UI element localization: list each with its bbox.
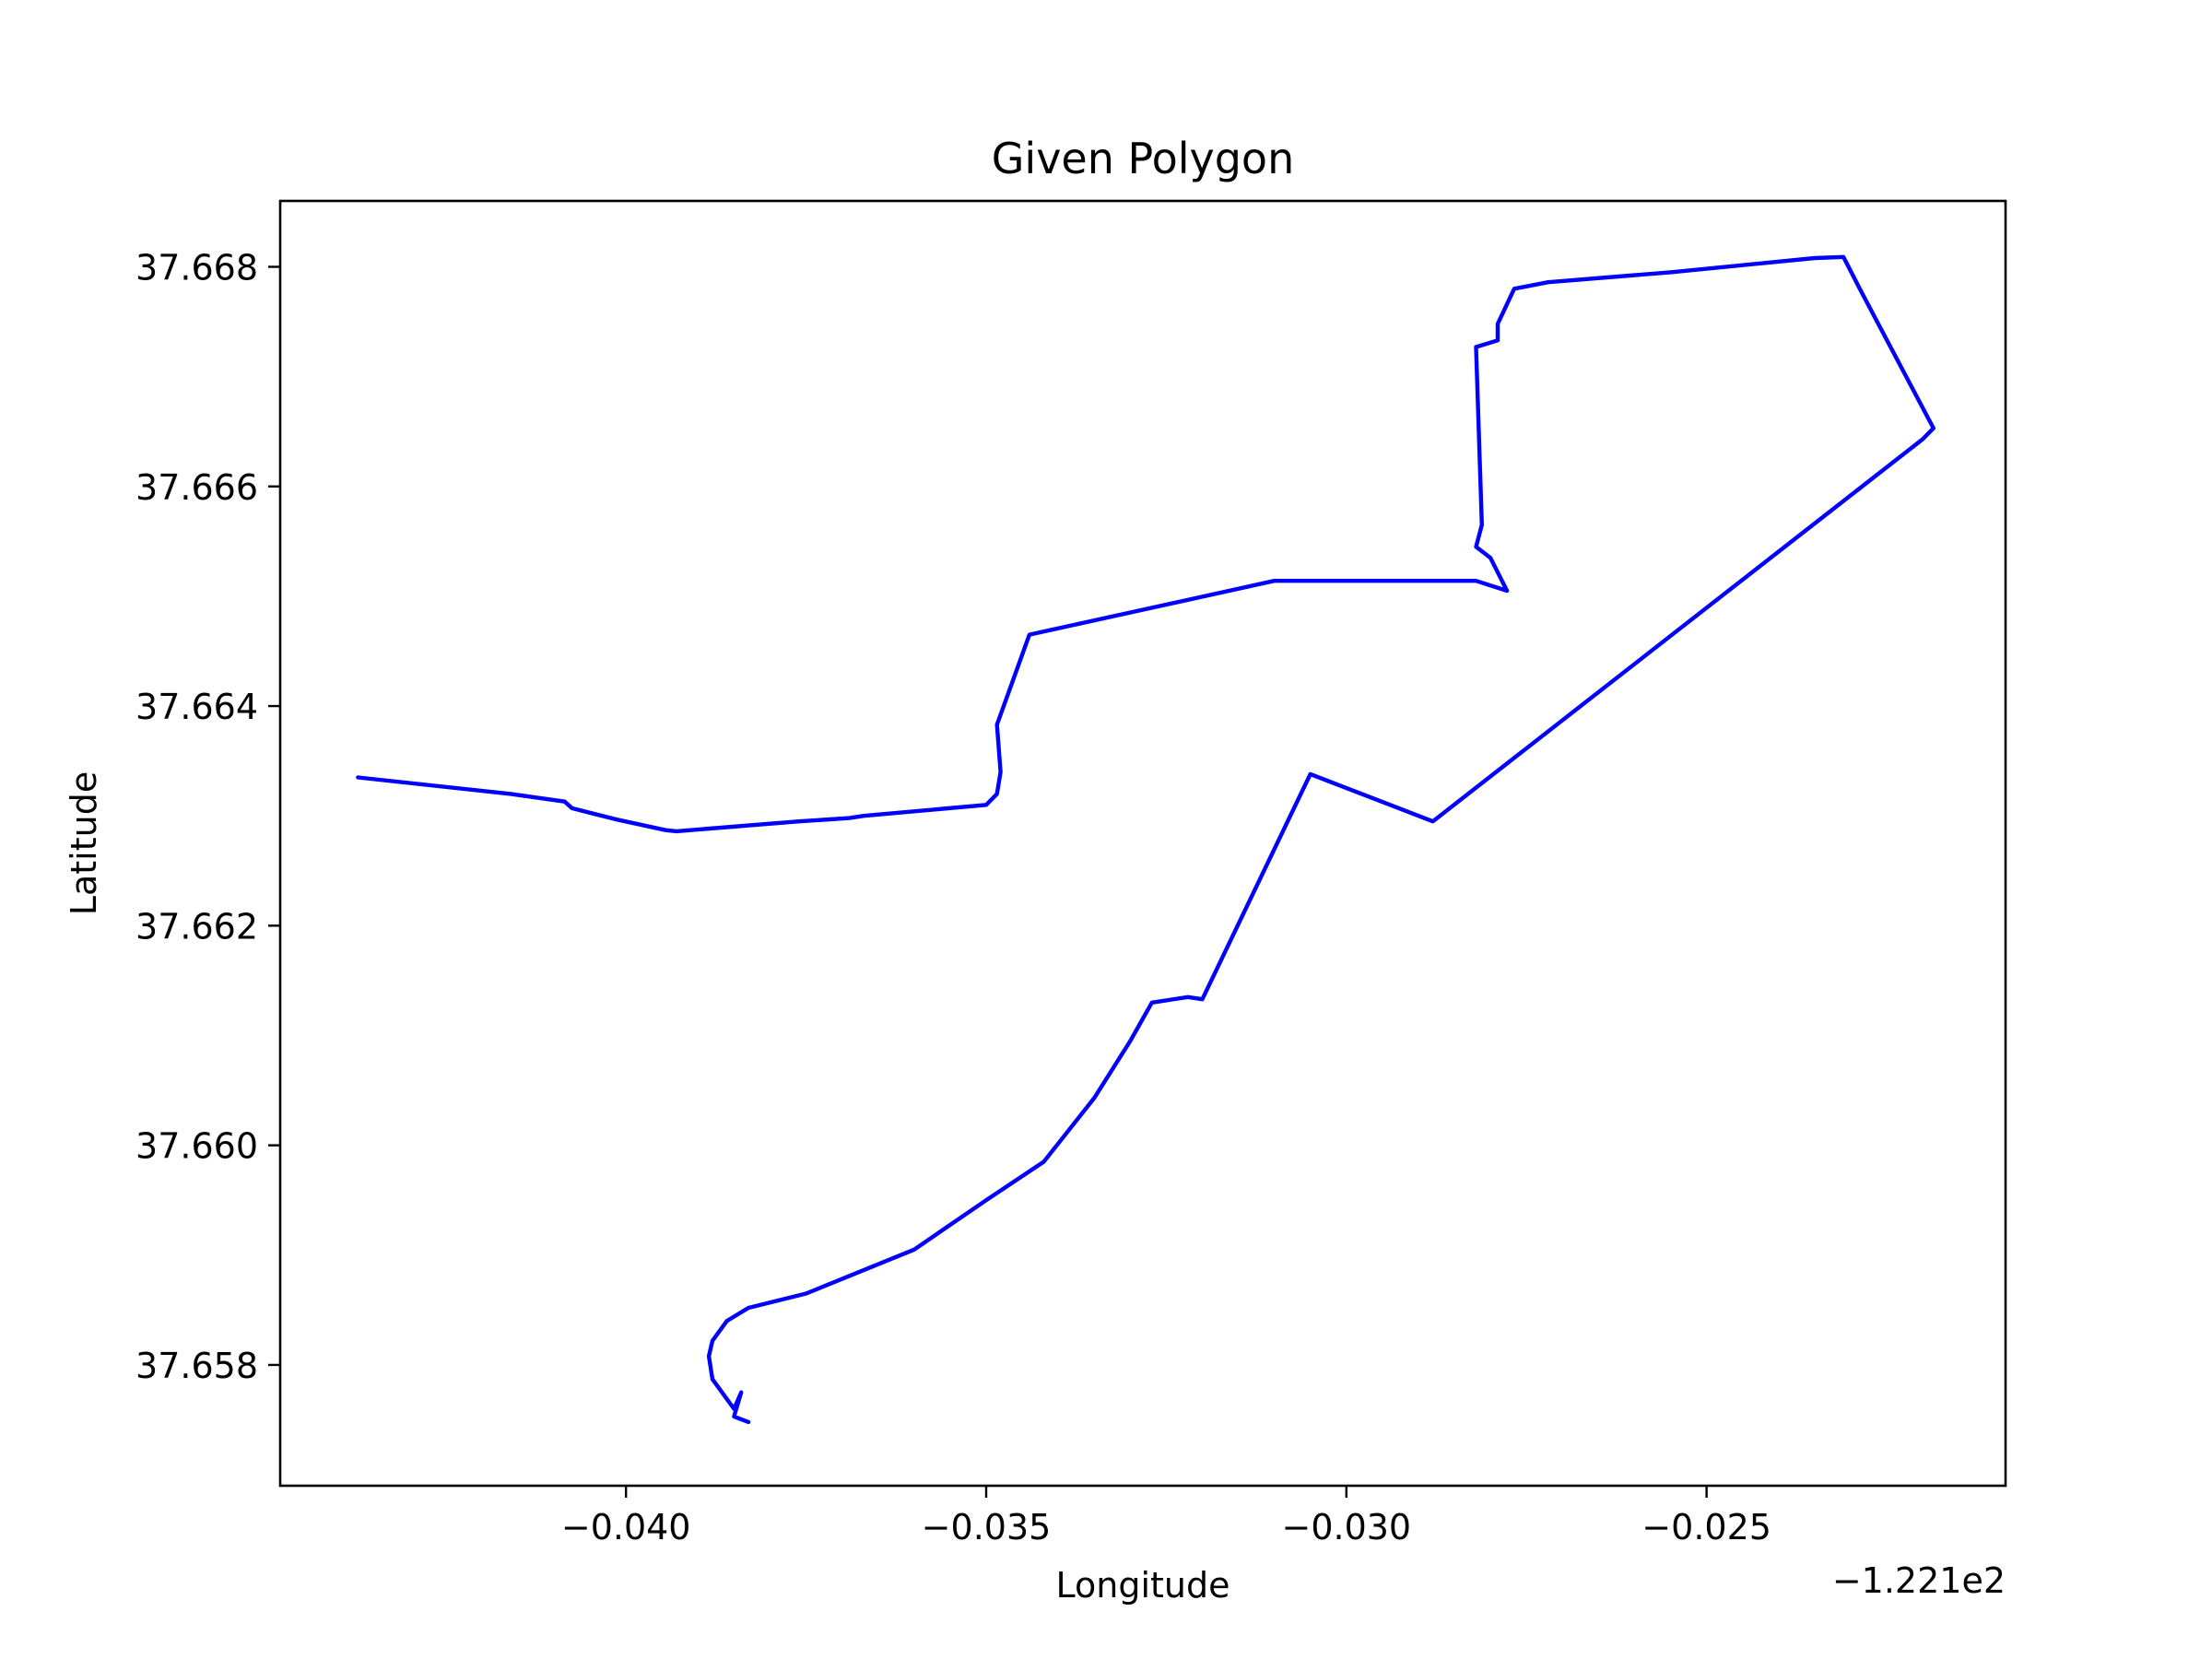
y-tick-label: 37.660 [135, 1126, 258, 1167]
y-tick-label: 37.666 [135, 467, 258, 508]
y-axis-label: Latitude [64, 771, 104, 915]
plot-area [356, 254, 1936, 1425]
x-axis-label: Longitude [1056, 1565, 1230, 1606]
y-tick-label: 37.668 [135, 247, 258, 288]
polygon-outline-line [356, 254, 1936, 1425]
y-tick-label: 37.664 [135, 687, 258, 727]
axes-frame [278, 199, 2007, 1488]
x-tick-label: −0.040 [561, 1507, 691, 1547]
x-tick-label: −0.025 [1641, 1507, 1771, 1547]
y-tick-label: 37.658 [135, 1346, 258, 1386]
y-axis-ticks: 37.658 37.660 37.662 37.664 37.666 37.668 [135, 247, 280, 1386]
chart-title: Given Polygon [992, 134, 1294, 183]
x-tick-label: −0.035 [922, 1507, 1052, 1547]
x-axis-ticks: −0.040 −0.035 −0.030 −0.025 [561, 1486, 1771, 1547]
y-tick-label: 37.662 [135, 906, 258, 947]
x-tick-label: −0.030 [1281, 1507, 1411, 1547]
x-axis-offset-label: −1.221e2 [1832, 1560, 2006, 1601]
